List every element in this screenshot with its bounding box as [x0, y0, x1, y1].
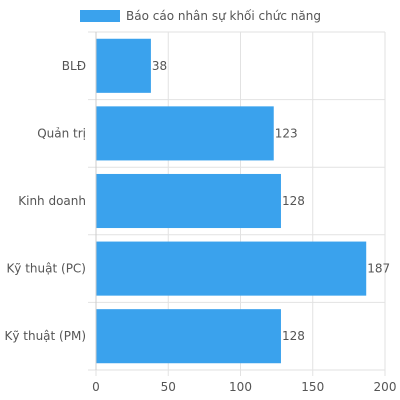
x-tick-label: 0: [92, 380, 100, 394]
data-label: 187: [367, 262, 390, 276]
bar: [96, 173, 281, 229]
data-label: 38: [152, 59, 167, 73]
legend-label: Báo cáo nhân sự khối chức năng: [126, 9, 321, 23]
bar: [96, 38, 151, 93]
chart-legend: Báo cáo nhân sự khối chức năng: [80, 6, 321, 26]
x-tick-label: 100: [229, 380, 252, 394]
y-tick-label: Kỹ thuật (PC): [6, 262, 86, 276]
x-tick-label: 50: [161, 380, 176, 394]
bar: [96, 241, 367, 296]
y-tick-label: Kinh doanh: [18, 194, 86, 208]
x-tick-label: 200: [374, 380, 397, 394]
data-label: 128: [282, 194, 305, 208]
y-tick-label: BLĐ: [62, 59, 86, 73]
data-label: 123: [275, 126, 298, 140]
y-tick-label: Quản trị: [37, 126, 86, 140]
data-label: 128: [282, 329, 305, 343]
bar: [96, 309, 281, 364]
bar: [96, 106, 274, 161]
x-tick-label: 150: [301, 380, 324, 394]
y-tick-label: Kỹ thuật (PM): [4, 329, 86, 343]
legend-swatch[interactable]: [80, 10, 120, 22]
